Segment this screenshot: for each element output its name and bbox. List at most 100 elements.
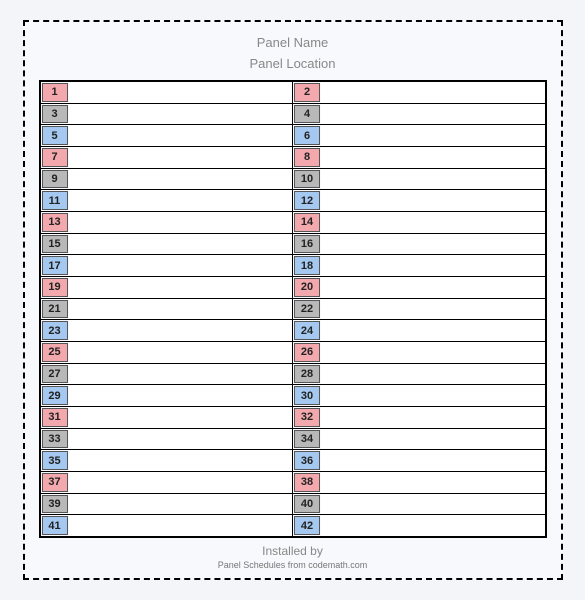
circuit-desc-left	[69, 169, 294, 190]
circuit-number-left: 27	[42, 365, 68, 384]
circuit-desc-right	[321, 450, 545, 471]
circuit-desc-right	[321, 277, 545, 298]
circuit-desc-left	[69, 494, 294, 515]
circuit-desc-left	[69, 364, 294, 385]
circuit-number-right: 28	[294, 365, 320, 384]
circuit-desc-left	[69, 299, 294, 320]
circuit-desc-right	[321, 515, 545, 536]
schedule-row: 21 22	[41, 298, 545, 320]
schedule-row: 12	[41, 82, 545, 103]
credit-label: Panel Schedules from codemath.com	[39, 560, 547, 570]
circuit-desc-right	[321, 342, 545, 363]
circuit-desc-left	[69, 190, 294, 211]
circuit-desc-right	[321, 190, 545, 211]
circuit-number-right: 8	[294, 148, 320, 167]
schedule-row: 56	[41, 124, 545, 146]
panel-schedule-sheet: Panel Name Panel Location 12345678910111…	[23, 20, 563, 580]
circuit-number-left: 25	[42, 343, 68, 362]
circuit-number-right: 14	[294, 213, 320, 232]
circuit-number-left: 19	[42, 278, 68, 297]
circuit-number-left: 37	[42, 473, 68, 492]
circuit-desc-left	[69, 125, 294, 146]
schedule-row: 25 26	[41, 341, 545, 363]
schedule-row: 39 40	[41, 493, 545, 515]
schedule-row: 13 14	[41, 211, 545, 233]
schedule-row: 23 24	[41, 319, 545, 341]
circuit-desc-left	[69, 320, 294, 341]
circuit-desc-left	[69, 255, 294, 276]
circuit-desc-right	[321, 364, 545, 385]
circuit-number-right: 4	[294, 105, 320, 124]
circuit-number-left: 21	[42, 300, 68, 319]
circuit-number-right: 10	[294, 170, 320, 189]
schedule-row: 910	[41, 168, 545, 190]
circuit-number-right: 20	[294, 278, 320, 297]
circuit-number-right: 36	[294, 451, 320, 470]
circuit-number-left: 29	[42, 386, 68, 405]
circuit-desc-right	[321, 320, 545, 341]
circuit-number-left: 35	[42, 451, 68, 470]
header: Panel Name Panel Location	[39, 32, 547, 74]
circuit-number-left: 33	[42, 430, 68, 449]
circuit-number-left: 5	[42, 126, 68, 145]
schedule-row: 37 38	[41, 471, 545, 493]
circuit-desc-left	[69, 147, 294, 168]
circuit-number-left: 15	[42, 235, 68, 254]
circuit-number-right: 34	[294, 430, 320, 449]
circuit-number-right: 32	[294, 408, 320, 427]
circuit-desc-left	[69, 450, 294, 471]
schedule-row: 29 30	[41, 384, 545, 406]
circuit-number-right: 38	[294, 473, 320, 492]
circuit-desc-left	[69, 82, 294, 103]
circuit-desc-left	[69, 277, 294, 298]
circuit-desc-left	[69, 472, 294, 493]
circuit-desc-left	[69, 104, 294, 125]
circuit-desc-right	[321, 494, 545, 515]
schedule-row: 78	[41, 146, 545, 168]
circuit-number-right: 6	[294, 126, 320, 145]
circuit-number-left: 39	[42, 495, 68, 514]
installed-by-label: Installed by	[39, 544, 547, 558]
circuit-number-right: 22	[294, 300, 320, 319]
schedule-row: 1718	[41, 254, 545, 276]
circuit-desc-right	[321, 385, 545, 406]
circuit-number-left: 23	[42, 321, 68, 340]
circuit-number-left: 17	[42, 256, 68, 275]
circuit-desc-right	[321, 212, 545, 233]
circuit-desc-right	[321, 407, 545, 428]
circuit-desc-left	[69, 515, 294, 536]
schedule-row: 1112	[41, 189, 545, 211]
circuit-desc-left	[69, 342, 294, 363]
schedule-row: 31 32	[41, 406, 545, 428]
circuit-desc-right	[321, 147, 545, 168]
circuit-number-left: 41	[42, 516, 68, 535]
circuit-number-right: 40	[294, 495, 320, 514]
circuit-number-right: 26	[294, 343, 320, 362]
circuit-number-left: 31	[42, 408, 68, 427]
circuit-number-right: 30	[294, 386, 320, 405]
schedule-grid: 1234567891011121314151617181920212223242…	[39, 80, 547, 538]
circuit-desc-left	[69, 407, 294, 428]
panel-name-label: Panel Name	[39, 33, 547, 53]
circuit-number-left: 13	[42, 213, 68, 232]
circuit-number-right: 2	[294, 83, 320, 102]
schedule-row: 27 28	[41, 363, 545, 385]
circuit-number-right: 18	[294, 256, 320, 275]
circuit-number-left: 7	[42, 148, 68, 167]
circuit-desc-right	[321, 104, 545, 125]
schedule-row: 33 34	[41, 428, 545, 450]
circuit-desc-right	[321, 255, 545, 276]
circuit-desc-right	[321, 234, 545, 255]
schedule-row: 1516	[41, 233, 545, 255]
circuit-number-right: 16	[294, 235, 320, 254]
circuit-desc-right	[321, 429, 545, 450]
circuit-number-right: 12	[294, 191, 320, 210]
schedule-row: 35 36	[41, 449, 545, 471]
circuit-desc-right	[321, 169, 545, 190]
circuit-number-right: 24	[294, 321, 320, 340]
circuit-desc-right	[321, 299, 545, 320]
circuit-number-left: 3	[42, 105, 68, 124]
panel-location-label: Panel Location	[39, 54, 547, 74]
circuit-desc-left	[69, 212, 294, 233]
circuit-number-left: 1	[42, 83, 68, 102]
